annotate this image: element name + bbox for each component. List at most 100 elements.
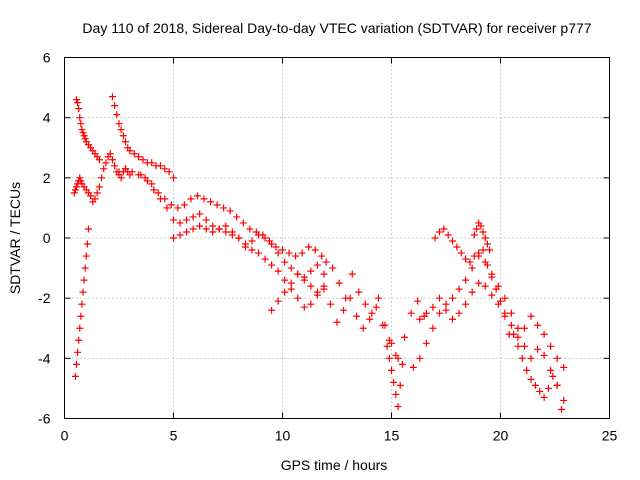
data-point xyxy=(307,300,315,308)
series-track-k xyxy=(409,252,568,404)
data-point xyxy=(507,321,515,329)
data-point xyxy=(361,300,369,308)
data-point xyxy=(287,264,295,272)
data-point xyxy=(161,165,169,173)
data-point xyxy=(196,210,204,218)
x-tick-label: 10 xyxy=(275,428,291,444)
data-point xyxy=(200,195,208,203)
data-point xyxy=(281,288,289,296)
data-point xyxy=(431,234,439,242)
data-point xyxy=(202,216,210,224)
data-point xyxy=(106,150,114,158)
data-point xyxy=(449,237,457,245)
data-point xyxy=(497,297,504,305)
data-point xyxy=(71,372,79,380)
data-point xyxy=(119,132,127,140)
data-point xyxy=(274,249,282,257)
data-point xyxy=(540,393,548,401)
y-tick-label: -2 xyxy=(38,290,51,306)
data-point xyxy=(534,345,542,353)
data-point xyxy=(95,156,103,164)
data-point xyxy=(457,249,465,257)
data-point xyxy=(135,153,143,161)
data-point xyxy=(165,168,173,176)
y-tick-label: 0 xyxy=(43,230,51,246)
axis-ticks xyxy=(64,57,610,419)
data-point xyxy=(435,294,443,302)
x-tick-label: 15 xyxy=(384,428,400,444)
data-point xyxy=(274,297,282,305)
data-point xyxy=(170,234,177,242)
data-point xyxy=(435,309,443,317)
data-point xyxy=(501,294,509,302)
data-point xyxy=(150,186,158,194)
data-point xyxy=(462,300,470,308)
x-tick-label: 0 xyxy=(61,428,69,444)
data-point xyxy=(281,258,289,266)
data-point xyxy=(435,228,443,236)
data-point xyxy=(226,207,234,215)
data-point xyxy=(407,309,415,317)
data-point xyxy=(381,321,389,329)
data-point xyxy=(77,177,85,185)
data-point xyxy=(534,321,542,329)
series-track-d xyxy=(108,93,177,182)
data-point xyxy=(274,267,282,275)
data-point xyxy=(115,168,123,176)
data-point xyxy=(492,285,500,293)
data-point xyxy=(248,246,256,254)
data-point xyxy=(481,234,489,242)
data-point xyxy=(385,354,393,362)
data-point xyxy=(507,309,515,317)
data-point xyxy=(78,300,86,308)
data-point xyxy=(72,183,80,191)
data-point xyxy=(222,222,230,230)
data-point xyxy=(163,204,171,212)
data-point xyxy=(137,171,145,179)
data-point xyxy=(359,324,367,332)
data-point xyxy=(368,309,376,317)
data-point xyxy=(77,120,85,128)
data-point xyxy=(170,174,177,182)
data-point xyxy=(113,111,121,119)
data-point xyxy=(80,276,88,284)
data-point xyxy=(392,390,400,398)
data-point xyxy=(453,243,461,251)
data-point xyxy=(514,342,522,350)
data-point xyxy=(122,165,130,173)
data-point xyxy=(79,129,87,137)
data-point xyxy=(444,231,452,239)
data-point xyxy=(91,195,99,203)
data-point xyxy=(366,315,374,323)
series-track-i xyxy=(329,264,428,362)
data-point xyxy=(80,132,88,140)
data-point xyxy=(78,126,86,134)
data-point xyxy=(501,312,509,320)
data-point xyxy=(287,279,295,287)
data-point xyxy=(300,276,308,284)
data-point xyxy=(488,291,496,299)
data-point xyxy=(520,324,528,332)
data-point xyxy=(483,261,491,269)
y-tick-label: -4 xyxy=(38,350,51,366)
data-point xyxy=(281,276,289,284)
data-point xyxy=(470,231,478,239)
data-point xyxy=(72,96,80,104)
x-tick-label: 25 xyxy=(602,428,618,444)
data-point xyxy=(468,264,476,272)
data-point xyxy=(549,372,557,380)
data-point xyxy=(74,348,82,356)
data-point xyxy=(298,249,306,257)
chart-title: Day 110 of 2018, Sidereal Day-to-day VTE… xyxy=(82,20,591,36)
y-axis-label: SDTVAR / TECUs xyxy=(7,182,23,294)
data-point xyxy=(342,294,350,302)
data-point xyxy=(207,198,215,206)
data-point xyxy=(239,219,247,227)
data-point xyxy=(353,312,361,320)
data-point xyxy=(486,246,494,254)
data-point xyxy=(70,189,78,197)
data-point xyxy=(75,105,83,113)
data-point xyxy=(111,162,119,170)
data-point xyxy=(300,303,308,311)
data-point xyxy=(117,126,125,134)
